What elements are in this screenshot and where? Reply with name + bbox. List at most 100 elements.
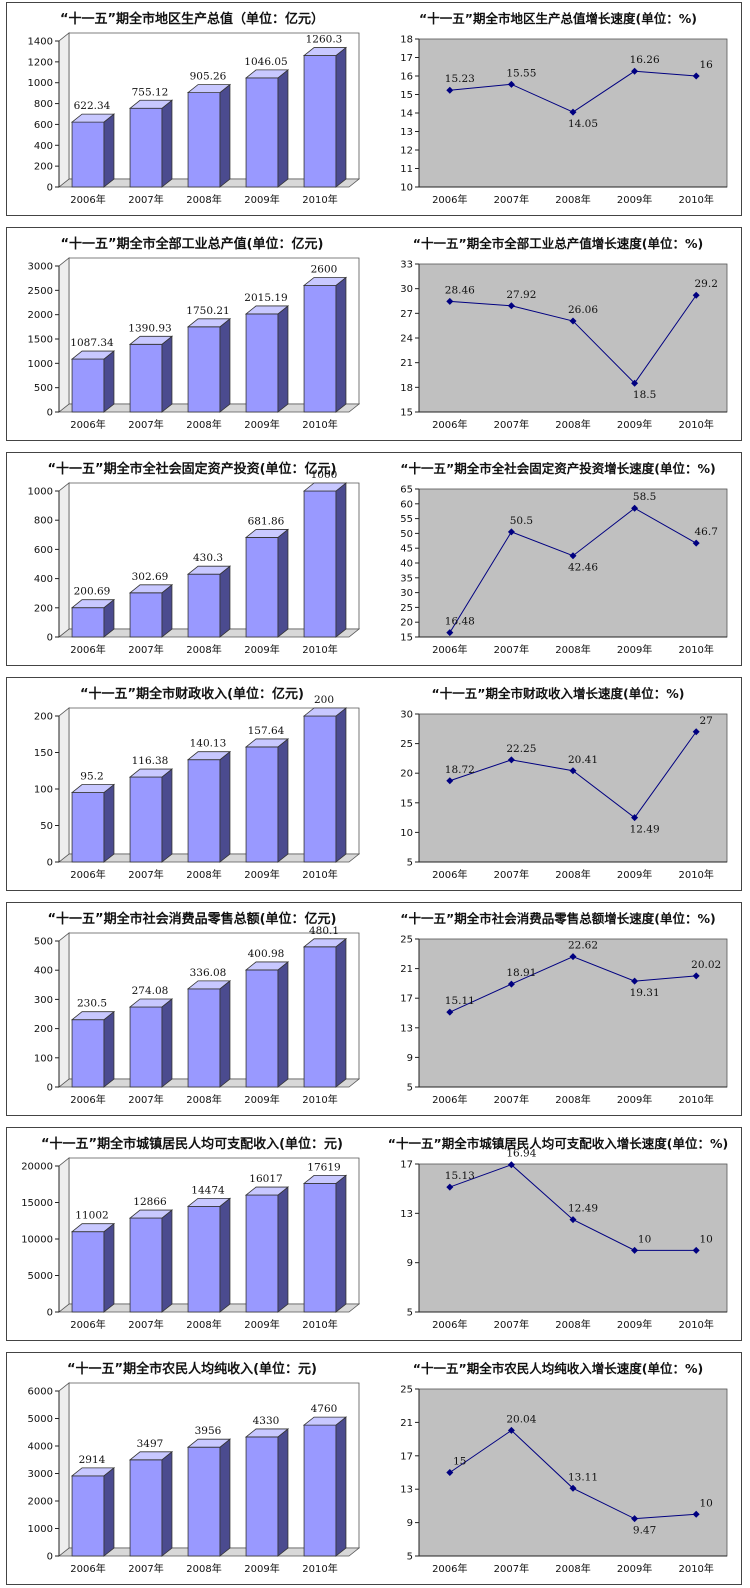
y-tick-label: 30 [400,284,413,295]
bar-top [244,1186,290,1196]
y-tick-label: 200 [34,162,53,173]
x-tick-label: 2006年 [70,1318,105,1331]
data-label: 29.2 [695,278,718,290]
data-label: 336.08 [190,967,227,979]
bar-top [70,1223,116,1233]
bar-top [70,1467,116,1477]
x-tick-label: 2009年 [617,1562,652,1575]
y-tick-label: 11 [400,164,413,175]
bar-side [161,335,173,413]
bar-top [302,938,348,948]
data-point [507,528,515,536]
bar-side [219,565,231,638]
fiscal-revenue-bar-chart: “十一五”期全市财政收入(单位：亿元) 0 50 100 150 200 95.2 2006年… [34,686,361,881]
data-label: 15 [453,1456,466,1468]
bar-top [186,84,232,93]
data-label: 18.5 [633,389,656,401]
panel-row-4: “十一五”期全市财政收入(单位：亿元) 0 50 100 150 200 95.2 2006年… [6,677,742,891]
data-label: 12.49 [630,824,660,836]
x-tick-label: 2008年 [186,193,221,206]
x-tick-label: 2010年 [678,868,713,881]
bar-top [186,980,232,990]
x-tick-label: 2007年 [494,193,529,206]
bar-side [161,768,173,863]
x-tick-label: 2009年 [244,868,279,881]
y-tick-label: 21 [400,1418,413,1429]
y-tick-label: 1000 [28,78,53,89]
gdp-growth-line-chart: “十一五”期全市地区生产总值增长速度(单位：%) 10 11 12 13 14 15 16 17… [400,11,728,206]
bar-top [70,784,116,793]
y-tick-label: 10 [400,828,413,839]
data-label: 10 [638,1233,651,1245]
y-tick-label: 17 [400,1451,413,1462]
bar-front [129,1217,163,1313]
y-tick-label: 13 [400,1209,413,1220]
data-label: 274.08 [132,985,169,997]
data-label: 4760 [311,1403,338,1415]
y-tick-label: 25 [400,603,413,614]
bar-side [219,317,231,413]
bar-top [302,707,348,717]
x-tick-label: 2010年 [678,643,713,656]
bar-front [187,988,221,1088]
data-point [631,1515,639,1523]
data-point [507,302,515,310]
bar-side [335,937,347,1088]
y-tick-label: 40 [400,559,413,570]
data-point [507,756,515,764]
data-label: 17619 [307,1161,340,1173]
x-tick-label: 2010年 [678,1093,713,1106]
data-label: 1260.3 [306,34,343,46]
chart-title: “十一五”期全市财政收入(单位：亿元) [80,686,304,702]
data-label: 12866 [133,1196,167,1208]
x-tick-label: 2007年 [128,193,163,206]
y-tick-label: 1000 [28,359,53,370]
bar-side [277,69,289,188]
data-point [446,1183,454,1191]
data-label: 755.12 [132,86,169,98]
bar-side [103,350,115,413]
bar-side [277,961,289,1088]
industry-output-bar-chart: “十一五”期全市全部工业总产值(单位：亿元) 0 500 1000 1500 2000 25… [28,236,361,431]
data-label: 22.62 [568,940,598,952]
plot-side-wall [58,932,70,1088]
y-tick-label: 24 [400,334,413,345]
urban-income-bar-chart: “十一五”期全市城镇居民人均可支配收入(单位：元) 0 5000 10000 15000… [21,1136,361,1331]
bar-top [244,69,290,79]
plot-area [418,713,728,863]
x-tick-label: 2010年 [678,193,713,206]
bar-front [245,77,279,188]
y-tick-label: 0 [47,858,53,869]
y-tick-label: 1400 [28,37,53,48]
y-tick-label: 1500 [28,335,53,346]
bar-side [219,750,231,863]
y-tick-label: 21 [400,964,413,975]
y-tick-label: 9 [407,1053,413,1064]
plot-side-wall [58,32,70,188]
data-label: 3497 [137,1438,164,1450]
x-tick-label: 2010年 [302,1562,337,1575]
y-tick-label: 0 [47,183,53,194]
y-tick-label: 17 [400,53,413,64]
y-tick-label: 15 [400,90,413,101]
data-label: 400.98 [248,948,285,960]
data-label: 10 [700,1497,713,1509]
plot-side-wall [58,257,70,413]
data-label: 2015.19 [244,292,287,304]
data-label: 230.5 [77,998,107,1010]
x-tick-label: 2007年 [494,1318,529,1331]
bar-front [245,313,279,413]
x-tick-label: 2010年 [678,1562,713,1575]
data-label: 4330 [253,1415,280,1427]
plot-area [418,938,728,1088]
y-tick-label: 0 [47,408,53,419]
x-tick-label: 2009年 [244,193,279,206]
data-label: 1000 [311,469,338,481]
data-point [507,1161,515,1169]
bar-front [245,969,279,1088]
y-tick-label: 18 [400,35,413,46]
y-tick-label: 500 [34,937,53,948]
data-label: 19.31 [630,987,660,999]
data-label: 9.47 [633,1525,656,1537]
data-point [631,379,639,387]
